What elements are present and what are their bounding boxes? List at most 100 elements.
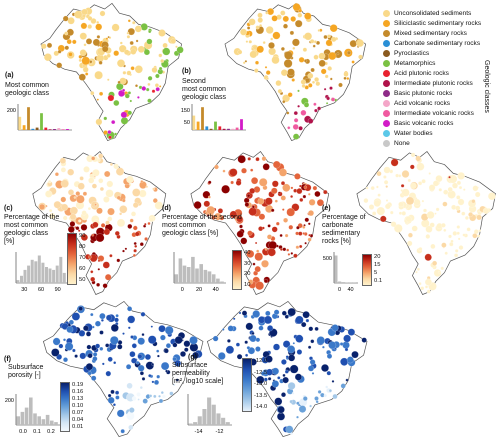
- catchment-dot: [193, 201, 202, 209]
- catchment-dot: [235, 342, 240, 347]
- legend-swatch: [383, 9, 390, 17]
- catchment-dot: [277, 376, 281, 380]
- catchment-dot: [126, 70, 132, 76]
- catchment-dot: [64, 45, 70, 51]
- catchment-dot: [68, 319, 74, 325]
- catchment-dot: [107, 216, 113, 222]
- catchment-dot: [161, 394, 166, 399]
- catchment-dot: [302, 311, 310, 319]
- histogram-bar: [48, 129, 52, 130]
- catchment-dot: [69, 194, 78, 203]
- legend-label: Pyroclastics: [394, 49, 430, 57]
- catchment-dot: [271, 380, 280, 388]
- catchment-dot: [147, 82, 151, 86]
- catchment-dot: [90, 313, 94, 317]
- catchment-dot: [94, 70, 103, 80]
- catchment-dot: [149, 217, 154, 222]
- catchment-dot: [288, 225, 294, 230]
- catchment-dot: [385, 203, 391, 210]
- colorbar-e: 20 15 5 0.1: [362, 254, 382, 286]
- catchment-dot: [415, 270, 418, 274]
- catchment-dot: [283, 217, 288, 223]
- catchment-dot: [128, 424, 134, 430]
- catchment-dot: [132, 253, 136, 257]
- panel-tag: (e): [322, 205, 331, 212]
- catchment-dot: [127, 19, 131, 23]
- catchment-dot: [68, 52, 73, 57]
- catchment-dot: [266, 77, 269, 80]
- catchment-dot: [85, 363, 94, 371]
- legend-swatch: [383, 139, 390, 147]
- histogram-bar: [52, 269, 56, 283]
- legend-swatch: [383, 39, 390, 47]
- colorbar-tick-label: 20: [374, 254, 381, 260]
- catchment-dot: [116, 195, 121, 200]
- catchment-dot: [236, 354, 243, 360]
- histogram-bar: [209, 128, 213, 130]
- catchment-dot: [290, 252, 294, 255]
- catchment-dot: [102, 283, 108, 289]
- catchment-dot: [299, 244, 303, 249]
- catchment-dot: [291, 203, 300, 212]
- panel-caption: Percentage of carbonate sedimentary rock…: [322, 214, 366, 245]
- catchment-dot: [208, 180, 212, 185]
- histogram-g: -14 -12: [187, 394, 232, 435]
- catchment-dot: [78, 329, 86, 337]
- catchment-dot: [328, 51, 337, 60]
- panel-caption: Subsurface permeability [m², log10 scale…: [172, 362, 224, 385]
- catchment-dot: [331, 97, 336, 102]
- catchment-dot: [342, 341, 350, 349]
- catchment-dot: [87, 207, 91, 211]
- catchment-dot: [273, 343, 280, 351]
- catchment-dot: [242, 61, 246, 65]
- catchment-dot: [136, 392, 141, 397]
- catchment-dot: [418, 181, 423, 186]
- catchment-dot: [114, 230, 120, 236]
- catchment-dot: [132, 202, 139, 208]
- catchment-dot: [142, 398, 148, 404]
- histogram-bar: [55, 265, 59, 283]
- catchment-dot: [296, 415, 299, 419]
- catchment-dot: [308, 210, 314, 216]
- catchment-dot: [232, 317, 236, 320]
- catchment-dot: [159, 85, 162, 88]
- legend-item: None: [383, 138, 500, 148]
- histogram-bar: [191, 256, 195, 283]
- catchment-dot: [461, 211, 466, 216]
- catchment-dot: [430, 243, 436, 249]
- catchment-dot: [309, 404, 312, 408]
- catchment-dot: [416, 267, 420, 271]
- catchment-dot: [105, 220, 110, 225]
- catchment-dot: [281, 310, 287, 316]
- histogram-bar: [44, 127, 48, 130]
- catchment-dot: [282, 373, 286, 377]
- catchment-dot: [277, 88, 283, 94]
- catchment-dot: [90, 276, 96, 282]
- legend-item: Intermediate volcanic rocks: [383, 108, 500, 118]
- catchment-dot: [75, 191, 81, 196]
- catchment-dot: [45, 190, 53, 198]
- catchment-dot: [313, 102, 317, 106]
- legend-label: Carbonate sedimentary rocks: [394, 39, 481, 47]
- histogram-bar: [34, 261, 38, 284]
- catchment-dot: [87, 371, 92, 376]
- catchment-dot: [145, 361, 154, 370]
- catchment-dot: [329, 24, 338, 33]
- catchment-dot: [100, 318, 104, 322]
- catchment-dot: [92, 38, 101, 47]
- catchment-dot: [116, 59, 125, 68]
- histogram-bar: [216, 413, 221, 425]
- catchment-dot: [78, 219, 82, 223]
- catchment-dot: [104, 170, 111, 178]
- catchment-dot: [148, 374, 152, 378]
- catchment-dot: [289, 399, 293, 404]
- catchment-dot: [147, 98, 152, 103]
- catchment-dot: [272, 160, 281, 169]
- catchment-dot: [153, 394, 157, 399]
- catchment-dot: [270, 208, 275, 213]
- catchment-dot: [325, 39, 333, 47]
- catchment-dot: [316, 336, 325, 345]
- histogram-bar: [195, 268, 199, 283]
- catchment-dot: [172, 356, 177, 362]
- catchment-dot: [162, 47, 171, 56]
